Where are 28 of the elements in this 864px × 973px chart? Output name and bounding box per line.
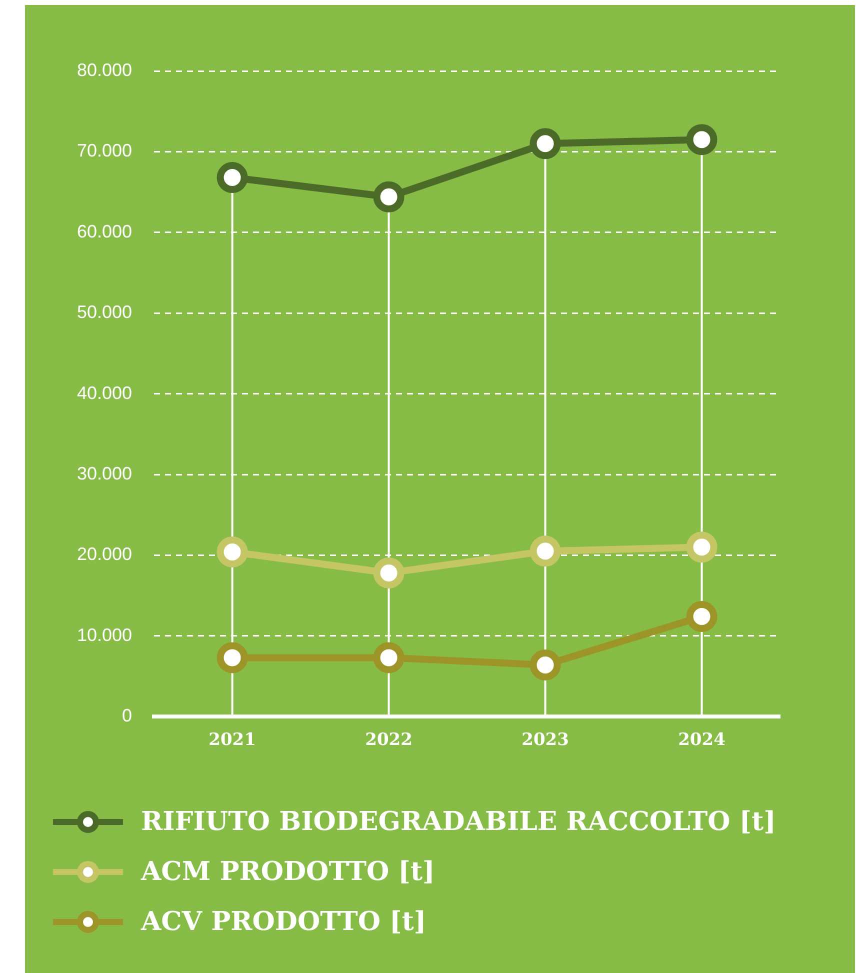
x-tick-label: 2021 [208, 730, 256, 750]
point [530, 536, 561, 567]
y-tick-label: 70.000 [76, 140, 132, 161]
y-tick-label: 80.000 [76, 60, 132, 80]
point [530, 649, 561, 680]
point [216, 536, 248, 568]
point [686, 601, 718, 632]
y-tick-label: 10.000 [76, 624, 132, 645]
y-tick-label: 50.000 [76, 302, 132, 322]
y-tick-label: 20.000 [76, 544, 132, 564]
legend-label: RIFIUTO BIODEGRADABILE RACCOLTO [t] [141, 807, 776, 837]
point [530, 128, 561, 160]
y-tick-label: 60.000 [76, 221, 132, 242]
point [216, 162, 248, 194]
x-tick-label: 2023 [522, 730, 569, 750]
point [686, 124, 718, 156]
x-tick-label: 2024 [678, 730, 726, 750]
point [373, 181, 404, 212]
legend-label: ACV PRODOTTO [t] [141, 907, 426, 937]
point [373, 642, 404, 674]
legend-label: ACM PRODOTTO [t] [141, 857, 435, 887]
x-tick-label: 2022 [365, 730, 412, 750]
point [373, 557, 404, 588]
point [686, 532, 718, 563]
point [216, 642, 248, 674]
y-tick-label: 0 [122, 706, 132, 726]
y-tick-label: 40.000 [76, 382, 132, 403]
y-tick-label: 30.000 [76, 463, 132, 484]
